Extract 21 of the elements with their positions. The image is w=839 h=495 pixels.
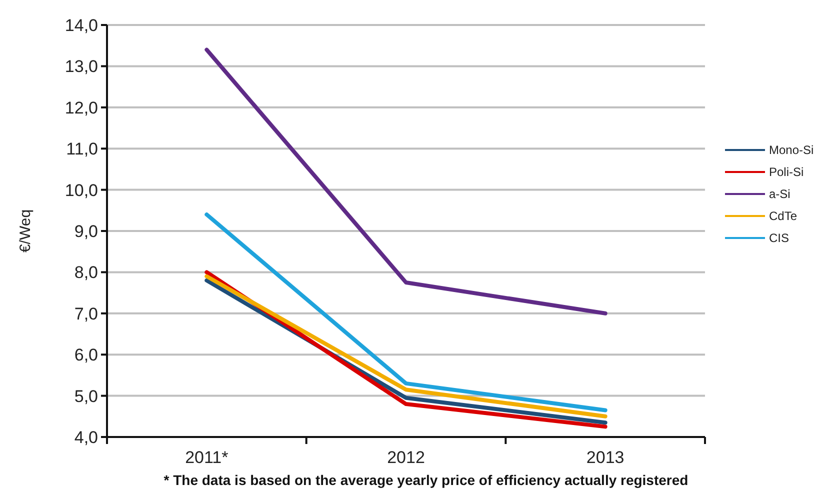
- legend-label: Mono-Si: [769, 143, 814, 158]
- x-tick-label: 2012: [387, 448, 425, 467]
- y-tick-label: 6,0: [74, 346, 98, 365]
- y-tick-label: 10,0: [64, 180, 98, 200]
- y-tick-label: 11,0: [66, 140, 98, 159]
- legend-label: CIS: [769, 231, 790, 246]
- y-tick-label: 5,0: [74, 386, 98, 406]
- text: * The data is based on the average yearly price of efficiency actually registered: [164, 472, 688, 488]
- x-tick-label: 2011*: [185, 448, 229, 467]
- y-tick-label: 12,0: [64, 98, 98, 118]
- y-tick-label: 13,0: [64, 57, 98, 76]
- y-tick-label: 9,0: [74, 222, 98, 241]
- y-axis-title: €/Weq: [17, 209, 34, 253]
- y-tick-label: 7,0: [74, 304, 98, 324]
- legend-label: Poli-Si: [769, 165, 804, 180]
- legend-label: CdTe: [769, 209, 798, 224]
- y-tick-label: 14,0: [64, 16, 98, 35]
- y-tick-label: 8,0: [74, 263, 98, 282]
- x-tick-label: 2013: [586, 448, 624, 467]
- y-tick-label: 4,0: [74, 428, 98, 447]
- legend-label: a-Si: [769, 187, 790, 202]
